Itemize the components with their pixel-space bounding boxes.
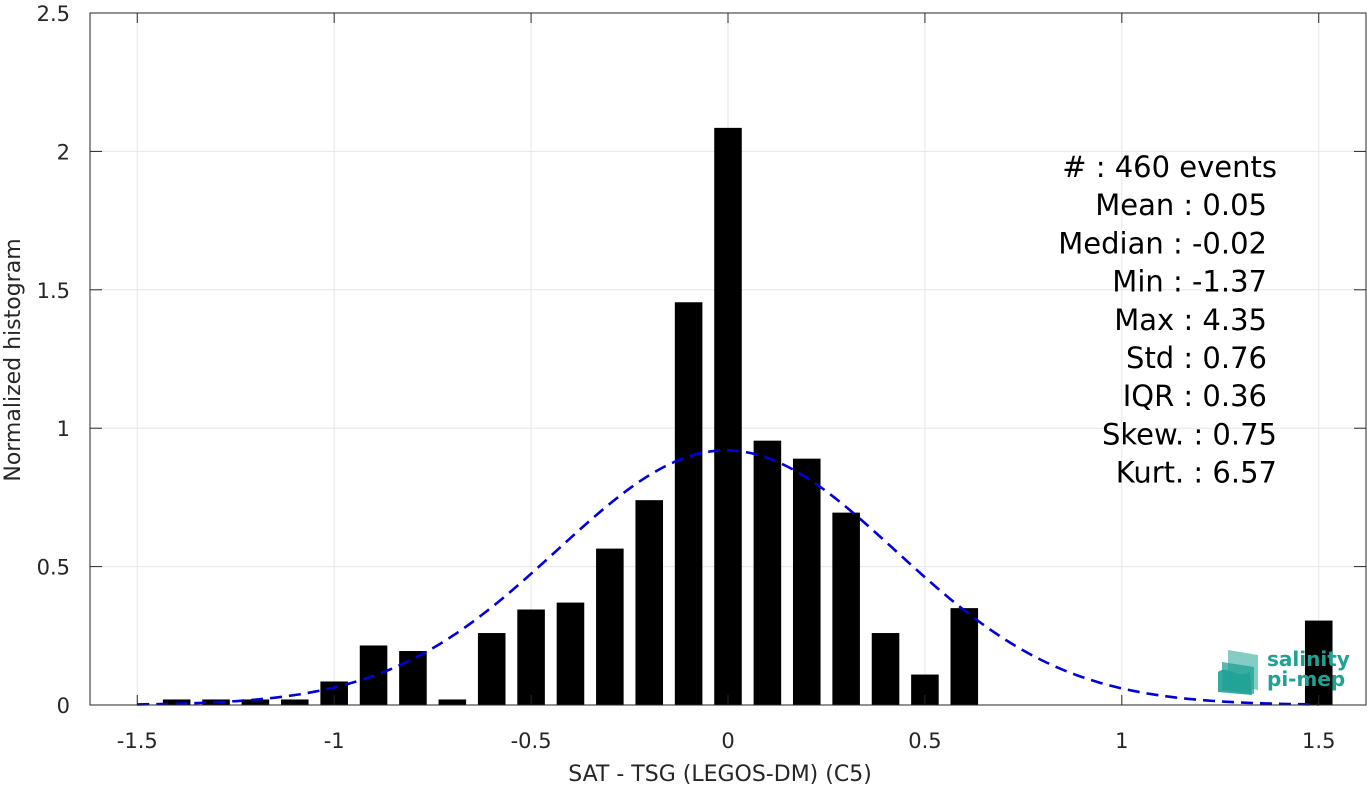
histogram-bar [635, 500, 664, 705]
statistics-box: # : 460 events Mean : 0.05 Median : -0.02 M… [1058, 150, 1277, 490]
stat-line: # : 460 events [1062, 150, 1277, 184]
logo-wave-icon [1218, 650, 1258, 695]
normal-fit-curve [137, 449, 1319, 706]
bars [162, 127, 1333, 705]
histogram-bar [832, 512, 860, 705]
y-tick-label: 1.5 [37, 279, 70, 303]
stat-line: Min : -1.37 [1112, 265, 1267, 299]
histogram-bar [714, 127, 742, 705]
x-tick-label: 1.5 [1302, 729, 1335, 753]
ticks [90, 12, 1366, 706]
histogram-bar [162, 699, 191, 705]
stat-line: Median : -0.02 [1058, 226, 1267, 260]
histogram-bar [871, 633, 900, 705]
y-tick-label: 2.5 [37, 2, 70, 26]
histogram-bar [596, 548, 624, 705]
x-tick-label: 0.5 [908, 729, 941, 753]
y-tick-label: 0.5 [37, 556, 70, 580]
histogram-bar [281, 699, 309, 705]
histogram-bar [399, 651, 427, 705]
histogram-bar [950, 608, 979, 705]
histogram-bar [674, 302, 703, 705]
stat-line: Skew. : 0.75 [1102, 417, 1277, 451]
histogram-bar [241, 699, 270, 705]
x-axis-label: SAT - TSG (LEGOS-DM) (C5) [568, 762, 872, 785]
stat-line: Mean : 0.05 [1095, 188, 1267, 222]
histogram-bar [792, 458, 821, 705]
y-tick-label: 2 [57, 140, 70, 164]
y-tick-label: 1 [57, 417, 70, 441]
logo-text-salinity: salinity [1267, 647, 1350, 671]
stat-line: Max : 4.35 [1114, 303, 1267, 337]
salinity-pi-mep-logo: salinity pi-mep [1218, 647, 1350, 695]
logo-text-pi-mep: pi-mep [1267, 667, 1345, 691]
histogram-bar [517, 609, 545, 705]
y-axis-label: Normalized histogram [1, 238, 26, 481]
x-tick-label: 0 [721, 729, 734, 753]
histogram-bar [556, 602, 585, 705]
x-tick-label: -1 [324, 729, 345, 753]
x-tick-label: 1 [1115, 729, 1128, 753]
y-tick-label: 0 [57, 694, 70, 718]
histogram-bar [477, 633, 506, 705]
histogram-bar [753, 440, 782, 705]
y-tick-labels: 0 0.5 1 1.5 2 2.5 [37, 2, 70, 718]
stat-line: Std : 0.76 [1126, 341, 1267, 375]
x-tick-label: -1.5 [117, 729, 158, 753]
stat-line: Kurt. : 6.57 [1116, 456, 1277, 490]
x-tick-labels: -1.5 -1 -0.5 0 0.5 1 1.5 [117, 729, 1336, 753]
x-tick-label: -0.5 [511, 729, 552, 753]
histogram-bar [320, 681, 348, 705]
histogram-bar [1304, 620, 1333, 705]
histogram-bar [438, 699, 467, 705]
stat-line: IQR : 0.36 [1123, 379, 1267, 413]
